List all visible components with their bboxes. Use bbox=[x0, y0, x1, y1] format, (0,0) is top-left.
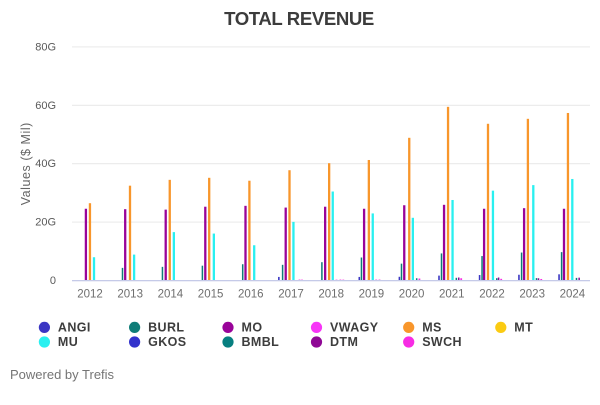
svg-text:2014: 2014 bbox=[158, 289, 184, 301]
svg-text:2017: 2017 bbox=[278, 289, 304, 301]
svg-text:MT: MT bbox=[514, 321, 533, 335]
svg-text:2012: 2012 bbox=[77, 289, 103, 301]
svg-text:MU: MU bbox=[58, 335, 78, 349]
svg-text:Values ($ Mil): Values ($ Mil) bbox=[19, 122, 33, 205]
svg-text:GKOS: GKOS bbox=[148, 335, 186, 349]
svg-text:TOTAL REVENUE: TOTAL REVENUE bbox=[224, 8, 374, 29]
svg-text:2022: 2022 bbox=[479, 289, 505, 301]
svg-text:Powered by Trefis: Powered by Trefis bbox=[10, 367, 115, 382]
svg-text:DTM: DTM bbox=[330, 335, 358, 349]
svg-text:2020: 2020 bbox=[399, 289, 425, 301]
svg-text:2013: 2013 bbox=[117, 289, 143, 301]
svg-text:2023: 2023 bbox=[519, 289, 545, 301]
svg-text:MS: MS bbox=[422, 321, 442, 335]
svg-text:ANGI: ANGI bbox=[58, 321, 91, 335]
svg-text:SWCH: SWCH bbox=[422, 335, 462, 349]
svg-text:40G: 40G bbox=[35, 158, 56, 170]
svg-text:2021: 2021 bbox=[439, 289, 465, 301]
svg-text:2024: 2024 bbox=[560, 289, 586, 301]
svg-text:2018: 2018 bbox=[318, 289, 344, 301]
svg-text:VWAGY: VWAGY bbox=[330, 321, 379, 335]
svg-text:BMBL: BMBL bbox=[242, 335, 280, 349]
svg-text:0: 0 bbox=[50, 275, 56, 287]
svg-text:MO: MO bbox=[242, 321, 263, 335]
svg-text:2015: 2015 bbox=[198, 289, 224, 301]
svg-text:20G: 20G bbox=[35, 217, 56, 229]
svg-text:60G: 60G bbox=[35, 100, 56, 112]
svg-text:2016: 2016 bbox=[238, 289, 264, 301]
svg-text:BURL: BURL bbox=[148, 321, 184, 335]
svg-text:80G: 80G bbox=[35, 41, 56, 53]
svg-text:2019: 2019 bbox=[359, 289, 385, 301]
